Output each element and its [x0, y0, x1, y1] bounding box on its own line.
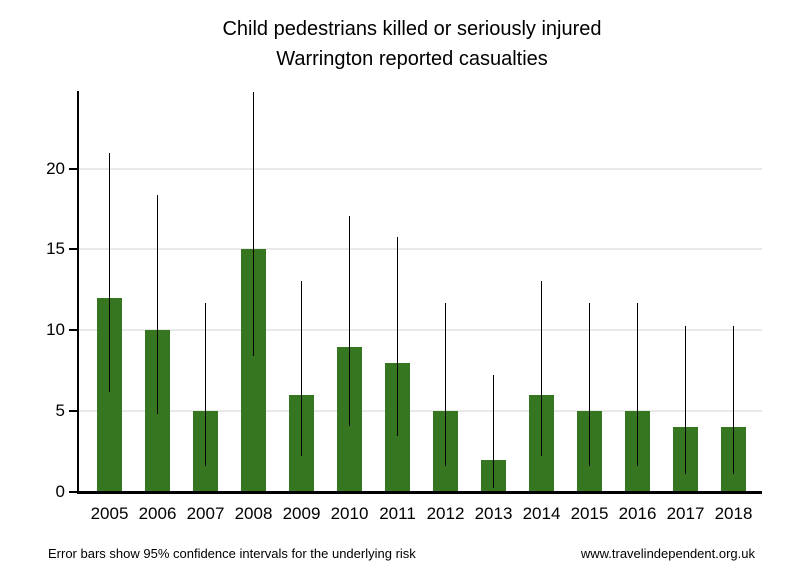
error-bar-2011 — [396, 237, 399, 437]
x-axis-line — [77, 491, 762, 494]
error-bar-2017 — [684, 326, 687, 475]
gridline-10 — [79, 329, 762, 332]
error-bar-2010 — [348, 215, 351, 426]
y-tick-label-15: 15 — [46, 239, 65, 259]
x-tick-label-2014: 2014 — [522, 504, 561, 523]
error-bar-2018 — [732, 326, 735, 475]
x-tick-label-2017: 2017 — [666, 504, 705, 523]
y-tick-5 — [69, 410, 77, 413]
x-tick-label-2011: 2011 — [379, 504, 416, 523]
y-tick-label-20: 20 — [46, 158, 65, 178]
x-tick-label-2013: 2013 — [474, 504, 513, 523]
gridline-5 — [79, 410, 762, 413]
y-tick-0 — [69, 491, 77, 493]
error-bar-2006 — [156, 194, 159, 415]
error-bar-2015 — [588, 303, 591, 466]
chart-title: Child pedestrians killed or seriously in… — [24, 14, 800, 74]
plot-area — [79, 92, 762, 492]
x-tick-label-2005: 2005 — [90, 504, 129, 523]
error-bar-2005 — [108, 153, 111, 392]
x-tick-label-2016: 2016 — [618, 504, 657, 523]
x-tick-label-2007: 2007 — [186, 504, 225, 523]
y-tick-20 — [69, 167, 77, 170]
chart-title-line2: Warrington reported casualties — [276, 48, 548, 70]
gridline-20 — [79, 167, 762, 170]
footer-note: Error bars show 95% confidence intervals… — [48, 546, 416, 561]
error-bar-2007 — [204, 303, 207, 466]
error-bar-2014 — [540, 280, 543, 457]
x-tick-label-2010: 2010 — [330, 504, 369, 523]
error-bar-2013 — [492, 375, 495, 489]
error-bar-2008 — [252, 92, 255, 357]
y-tick-10 — [69, 329, 77, 332]
y-tick-15 — [69, 248, 77, 251]
x-tick-label-2012: 2012 — [426, 504, 465, 523]
x-tick-label-2015: 2015 — [570, 504, 609, 523]
x-tick-label-2008: 2008 — [234, 504, 273, 523]
y-tick-label-10: 10 — [46, 320, 65, 340]
x-tick-label-2006: 2006 — [138, 504, 177, 523]
footer-website: www.travelindependent.org.uk — [580, 546, 755, 561]
error-bar-2009 — [300, 280, 303, 457]
gridline-15 — [79, 248, 762, 251]
y-tick-label-0: 0 — [55, 482, 65, 501]
error-bar-2016 — [636, 303, 639, 466]
y-axis-line — [77, 91, 79, 493]
x-tick-label-2018: 2018 — [714, 504, 753, 523]
error-bar-2012 — [444, 303, 447, 466]
chart-title-line1: Child pedestrians killed or seriously in… — [222, 18, 602, 40]
x-tick-label-2009: 2009 — [282, 504, 321, 523]
y-tick-label-5: 5 — [55, 401, 65, 421]
